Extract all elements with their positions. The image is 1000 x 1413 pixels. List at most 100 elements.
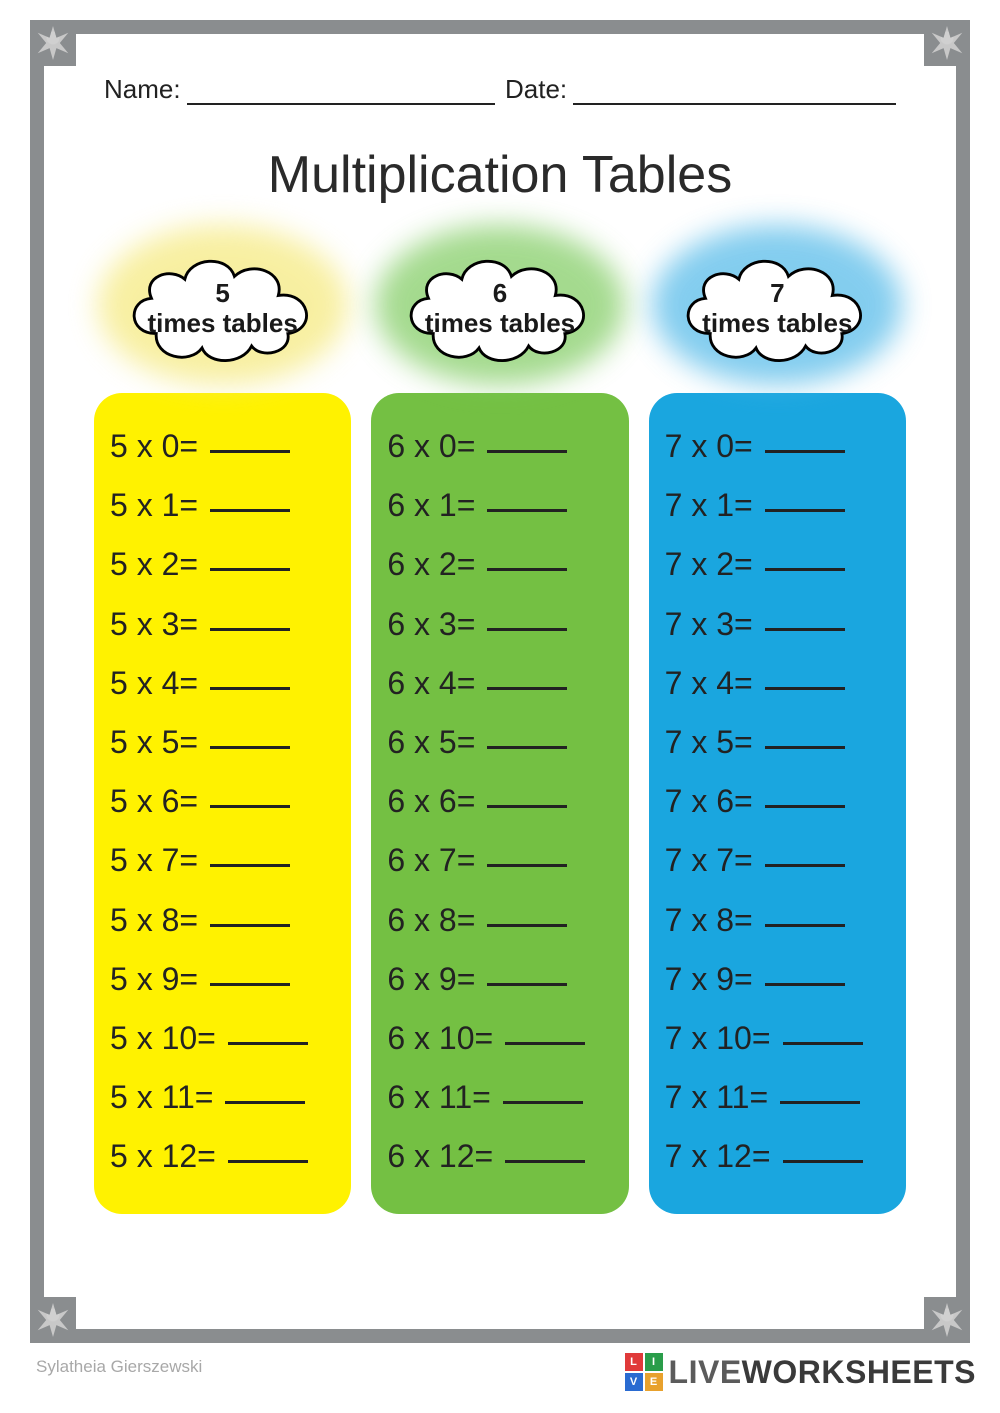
answer-blank[interactable] (210, 983, 290, 986)
cloud-header: 5times tables (108, 235, 338, 375)
equation-text: 6 x 9= (387, 961, 475, 997)
equation-row: 6 x 3= (387, 595, 612, 654)
answer-blank[interactable] (487, 687, 567, 690)
cloud-header: 7times tables (662, 235, 892, 375)
equation-text: 5 x 6= (110, 783, 198, 819)
answer-blank[interactable] (487, 628, 567, 631)
answer-blank[interactable] (765, 450, 845, 453)
brand-text-light: LIVE (669, 1354, 742, 1390)
cloud-number: 5 (108, 279, 338, 309)
equation-row: 6 x 5= (387, 713, 612, 772)
equation-text: 5 x 10= (110, 1020, 216, 1056)
name-input-line[interactable] (187, 81, 495, 105)
answer-blank[interactable] (210, 628, 290, 631)
equation-text: 6 x 8= (387, 902, 475, 938)
frame-corner-ornament (30, 20, 76, 66)
equation-row: 6 x 0= (387, 417, 612, 476)
answer-blank[interactable] (487, 509, 567, 512)
answer-blank[interactable] (487, 746, 567, 749)
answer-blank[interactable] (210, 805, 290, 808)
answer-blank[interactable] (503, 1101, 583, 1104)
equation-row: 6 x 6= (387, 772, 612, 831)
equation-row: 5 x 4= (110, 654, 335, 713)
cloud-number: 6 (385, 279, 615, 309)
equation-row: 7 x 1= (665, 476, 890, 535)
equation-row: 5 x 9= (110, 950, 335, 1009)
brand-logo: LIVE (625, 1353, 663, 1391)
answer-blank[interactable] (210, 864, 290, 867)
answer-blank[interactable] (765, 628, 845, 631)
answer-blank[interactable] (783, 1160, 863, 1163)
equation-text: 7 x 7= (665, 842, 753, 878)
equation-row: 6 x 11= (387, 1068, 612, 1127)
equation-text: 6 x 0= (387, 428, 475, 464)
equation-row: 7 x 3= (665, 595, 890, 654)
equation-row: 7 x 10= (665, 1009, 890, 1068)
answer-blank[interactable] (765, 805, 845, 808)
brand-logo-cell: I (645, 1353, 663, 1371)
tables-columns: 5times tables5 x 0=5 x 1=5 x 2=5 x 3=5 x… (74, 235, 926, 1214)
equation-row: 6 x 1= (387, 476, 612, 535)
answer-blank[interactable] (505, 1160, 585, 1163)
answer-blank[interactable] (765, 983, 845, 986)
equation-row: 5 x 1= (110, 476, 335, 535)
equation-text: 6 x 1= (387, 487, 475, 523)
answer-blank[interactable] (228, 1160, 308, 1163)
equation-text: 6 x 12= (387, 1138, 493, 1174)
answer-blank[interactable] (765, 687, 845, 690)
answer-blank[interactable] (765, 509, 845, 512)
answer-blank[interactable] (487, 568, 567, 571)
answer-blank[interactable] (765, 864, 845, 867)
equation-row: 7 x 0= (665, 417, 890, 476)
cloud-number: 7 (662, 279, 892, 309)
date-field: Date: (505, 74, 896, 105)
equation-text: 6 x 11= (387, 1079, 490, 1115)
answer-blank[interactable] (765, 746, 845, 749)
equation-row: 7 x 12= (665, 1127, 890, 1186)
equation-row: 7 x 7= (665, 831, 890, 890)
equation-row: 5 x 5= (110, 713, 335, 772)
answer-blank[interactable] (487, 924, 567, 927)
answer-blank[interactable] (487, 450, 567, 453)
equation-text: 5 x 1= (110, 487, 198, 523)
answer-blank[interactable] (783, 1042, 863, 1045)
answer-blank[interactable] (780, 1101, 860, 1104)
cloud-label: 6times tables (385, 279, 615, 339)
equation-row: 6 x 2= (387, 535, 612, 594)
answer-blank[interactable] (210, 924, 290, 927)
equation-row: 5 x 10= (110, 1009, 335, 1068)
answer-blank[interactable] (487, 983, 567, 986)
answer-blank[interactable] (225, 1101, 305, 1104)
answer-blank[interactable] (765, 924, 845, 927)
answer-blank[interactable] (210, 746, 290, 749)
answer-blank[interactable] (210, 687, 290, 690)
cloud-subtext: times tables (662, 309, 892, 339)
equation-text: 6 x 2= (387, 546, 475, 582)
equation-text: 5 x 9= (110, 961, 198, 997)
equation-row: 6 x 7= (387, 831, 612, 890)
answer-blank[interactable] (487, 864, 567, 867)
equation-text: 6 x 3= (387, 606, 475, 642)
equation-row: 6 x 8= (387, 891, 612, 950)
equation-row: 5 x 0= (110, 417, 335, 476)
answer-blank[interactable] (210, 568, 290, 571)
equation-text: 7 x 12= (665, 1138, 771, 1174)
equation-text: 5 x 4= (110, 665, 198, 701)
cloud-subtext: times tables (108, 309, 338, 339)
answer-blank[interactable] (765, 568, 845, 571)
equation-row: 7 x 5= (665, 713, 890, 772)
equation-row: 5 x 8= (110, 891, 335, 950)
frame-corner-ornament (924, 1297, 970, 1343)
answer-blank[interactable] (210, 509, 290, 512)
answer-blank[interactable] (210, 450, 290, 453)
equation-row: 5 x 11= (110, 1068, 335, 1127)
brand-watermark: LIVE LIVEWORKSHEETS (625, 1353, 976, 1391)
frame-corner-ornament (924, 20, 970, 66)
answer-blank[interactable] (505, 1042, 585, 1045)
equation-text: 5 x 5= (110, 724, 198, 760)
equation-row: 7 x 6= (665, 772, 890, 831)
answer-blank[interactable] (487, 805, 567, 808)
equation-row: 5 x 12= (110, 1127, 335, 1186)
date-input-line[interactable] (573, 81, 896, 105)
answer-blank[interactable] (228, 1042, 308, 1045)
